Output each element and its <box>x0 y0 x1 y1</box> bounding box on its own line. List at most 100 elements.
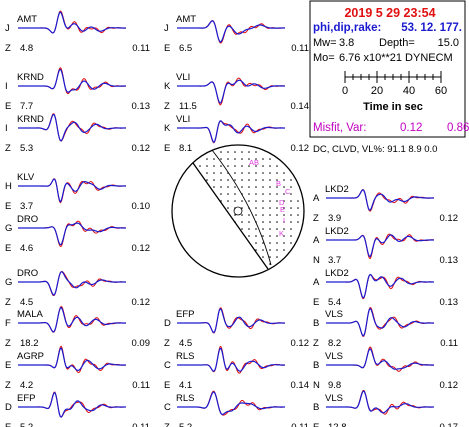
observed-waveform <box>326 233 435 260</box>
trace-flag: A <box>313 193 320 204</box>
trace-component: Z <box>5 380 11 391</box>
compression-dot <box>255 200 257 202</box>
synthetic-waveform <box>18 178 126 203</box>
compression-dot <box>276 249 278 251</box>
compression-dot <box>290 200 292 202</box>
trace-component: Z <box>5 338 11 349</box>
trace-component: N <box>313 255 320 266</box>
trace-panel: C RLS Z 5.2 0.11 <box>164 390 309 427</box>
compression-dot <box>241 200 243 202</box>
compression-dot <box>276 165 278 167</box>
trace-flag: A <box>313 235 320 246</box>
trace-component: E <box>164 43 170 54</box>
synthetic-waveform <box>326 307 434 337</box>
nodal-plane-1 <box>192 162 269 270</box>
synthetic-waveform <box>326 234 434 258</box>
trace-value: 0.12 <box>132 297 151 308</box>
trace-distance: 3.9 <box>328 213 341 224</box>
compression-dot <box>262 249 264 251</box>
trace-value: 0.09 <box>132 338 151 349</box>
trace-value: 0.12 <box>132 143 151 154</box>
trace-flag: E <box>5 360 11 371</box>
trace-value: 0.12 <box>291 338 310 349</box>
trace-value: 0.12 <box>132 243 151 254</box>
compression-dot <box>290 214 292 216</box>
trace-distance: 12.8 <box>328 422 347 427</box>
synthetic-waveform <box>18 271 126 296</box>
trace-component: E <box>313 297 319 308</box>
synthetic-waveform <box>18 11 126 34</box>
trace-flag: D <box>164 318 171 329</box>
beachball-outline <box>171 144 305 278</box>
compression-dot <box>248 165 250 167</box>
trace-station: KRND <box>17 72 44 83</box>
trace-station: RLS <box>176 393 194 404</box>
trace-panel: A LKD2 N 3.7 0.13 <box>313 226 458 266</box>
compression-dot <box>234 186 236 188</box>
compression-dot <box>276 221 278 223</box>
beachball-station-letter: E <box>280 205 285 214</box>
compression-dot <box>297 214 299 216</box>
compression-dot <box>269 242 271 244</box>
mechanism-label: phi,dip,rake: <box>313 22 381 34</box>
trace-distance: 9.8 <box>328 380 341 391</box>
compression-dot <box>206 158 208 160</box>
compression-dot <box>276 214 278 216</box>
compression-dot <box>234 165 236 167</box>
misfit-value: 0.12 <box>400 122 422 134</box>
compression-dot <box>262 214 264 216</box>
solution-percentages: DC, CLVD, VL%: 91.1 8.9 0.0 <box>313 144 437 155</box>
depth-label: Depth= <box>379 37 415 49</box>
trace-station: AMT <box>176 14 196 25</box>
compression-dot <box>290 235 292 237</box>
trace-component: E <box>164 143 170 154</box>
compression-dot <box>269 235 271 237</box>
compression-dot <box>290 242 292 244</box>
compression-dot <box>262 186 264 188</box>
trace-value: 0.11 <box>440 338 458 349</box>
trace-flag: C <box>164 402 171 413</box>
compression-dot <box>199 165 201 167</box>
compression-dot <box>269 221 271 223</box>
trace-flag: I <box>5 123 8 134</box>
trace-panel: D EFP E 5.2 0.11 <box>5 391 150 427</box>
trace-panel: B VLS Z 8.2 0.11 <box>313 306 458 349</box>
compression-dot <box>276 228 278 230</box>
compression-dot <box>255 179 257 181</box>
compression-dot <box>283 242 285 244</box>
compression-dot <box>248 221 250 223</box>
compression-dot <box>248 151 250 153</box>
compression-dot <box>241 179 243 181</box>
p-axis-marker <box>233 206 243 216</box>
compression-dot <box>276 172 278 174</box>
compression-dot <box>297 221 299 223</box>
compression-dot <box>276 200 278 202</box>
compression-dot <box>262 179 264 181</box>
trace-station: LKD2 <box>325 226 349 237</box>
trace-component: E <box>5 201 11 212</box>
trace-flag: I <box>5 81 8 92</box>
trace-component: Z <box>164 422 170 427</box>
compression-dot <box>262 172 264 174</box>
trace-panel: F MALA Z 18.2 0.09 <box>5 305 151 349</box>
compression-dot <box>290 228 292 230</box>
trace-distance: 11.5 <box>179 101 197 112</box>
trace-station: KLV <box>17 172 35 183</box>
trace-station: LKD2 <box>325 268 349 279</box>
compression-dot <box>269 200 271 202</box>
compression-dot <box>227 179 229 181</box>
trace-value: 0.11 <box>132 43 150 54</box>
compression-dot <box>213 179 215 181</box>
depth-value: 15.0 <box>438 37 459 49</box>
compression-dot <box>241 221 243 223</box>
compression-dot <box>269 179 271 181</box>
trace-station: VLS <box>325 393 343 404</box>
trace-flag: K <box>164 123 171 134</box>
compression-dot <box>220 179 222 181</box>
trace-flag: B <box>313 360 319 371</box>
trace-panel: J AMT Z 4.8 0.11 <box>5 10 150 54</box>
trace-flag: F <box>5 318 11 329</box>
compression-dot <box>227 151 229 153</box>
compression-dot <box>269 158 271 160</box>
